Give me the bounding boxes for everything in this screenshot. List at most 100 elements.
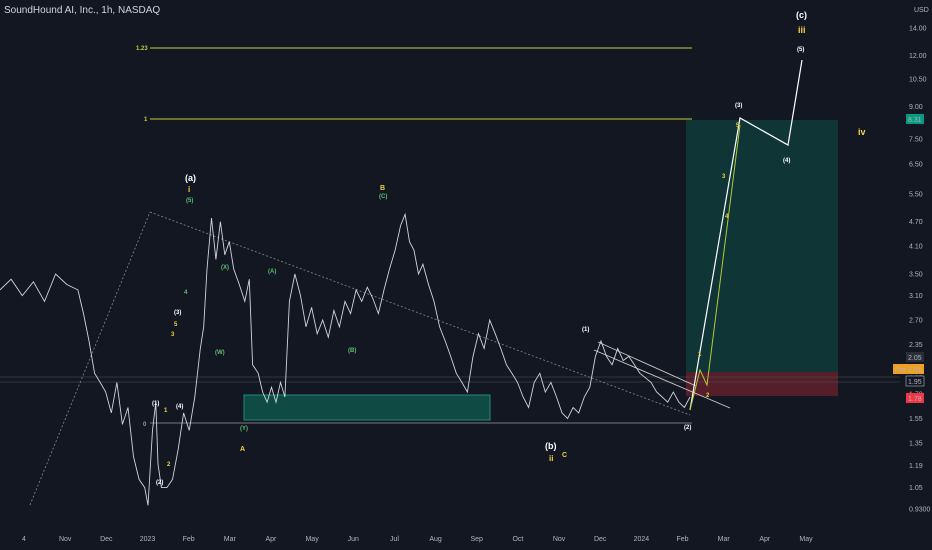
projection-yellow xyxy=(689,124,741,411)
wave-label: i xyxy=(188,185,190,194)
badge-pre xyxy=(906,364,924,374)
x-tick-label: 4 xyxy=(22,536,26,543)
badge-pre-tag xyxy=(893,364,906,374)
wave-label: 2 xyxy=(167,462,171,468)
y-tick-label: 3.50 xyxy=(909,272,923,279)
y-tick-label: 1.05 xyxy=(909,485,923,492)
wave-label: (2) xyxy=(684,425,691,431)
x-tick-label: Nov xyxy=(59,536,72,543)
wave-label: (5) xyxy=(186,198,193,204)
x-tick-label: Aug xyxy=(429,536,442,543)
x-tick-label: May xyxy=(799,536,813,543)
y-tick-label: 6.50 xyxy=(909,162,923,169)
wave-label: iii xyxy=(798,25,806,35)
x-tick-label: Apr xyxy=(759,536,771,543)
wave-label: (1) xyxy=(152,401,159,407)
y-tick-label: 4.70 xyxy=(909,219,923,226)
wave-label: (4) xyxy=(783,158,790,164)
target-zone-group xyxy=(686,120,838,396)
x-tick-label: Nov xyxy=(553,536,566,543)
wave-label: (W) xyxy=(215,350,225,356)
y-tick-label: 2.70 xyxy=(909,318,923,325)
currency-label: USD xyxy=(914,7,929,14)
wave-label: ii xyxy=(549,454,553,463)
badge-stop-text: 1.78 xyxy=(908,396,922,403)
dotted-trendline-b xyxy=(149,211,691,416)
y-tick-label: 1.19 xyxy=(909,463,923,470)
wave-label: (3) xyxy=(735,103,742,109)
wave-label: 3 xyxy=(722,174,726,180)
wave-label: (Y) xyxy=(240,426,248,432)
y-tick-label: 2.35 xyxy=(909,342,923,349)
wave-label: (a) xyxy=(185,173,196,183)
wave-label: (X) xyxy=(221,265,229,271)
wave-label: (A) xyxy=(268,269,276,275)
x-tick-label: Mar xyxy=(224,536,237,543)
time-axis[interactable]: 4 Nov Dec 2023 Feb Mar Apr May Jun Jul Aug Sep Oct No… xyxy=(22,536,813,543)
wave-label: iv xyxy=(858,127,866,137)
wave-label: 1 xyxy=(164,408,168,414)
y-tick-label: 12.00 xyxy=(909,53,927,60)
wave-label: (3) xyxy=(174,310,181,316)
badge-target-text: 8.31 xyxy=(908,117,922,124)
badge-pre-tag-text: Pre xyxy=(895,367,906,374)
y-tick-label: 9.00 xyxy=(909,104,923,111)
channel-upper xyxy=(597,341,697,387)
x-tick-label: 2024 xyxy=(634,536,650,543)
x-tick-label: Oct xyxy=(512,536,523,543)
x-tick-label: Dec xyxy=(100,536,113,543)
wave-labels: (a) i (5) (3) 5 3 (4) 4 1 (1) 2 (2) 0 (W… xyxy=(136,10,866,486)
x-tick-label: Feb xyxy=(676,536,688,543)
x-tick-label: Apr xyxy=(265,536,277,543)
y-tick-label: 3.10 xyxy=(909,293,923,300)
x-tick-label: 2023 xyxy=(140,536,156,543)
wave-label: 1 xyxy=(698,352,702,358)
target-zone xyxy=(686,120,838,372)
fib-label-1: 1 xyxy=(144,117,148,123)
y-tick-label: 7.50 xyxy=(909,136,923,143)
wave-label: 5 xyxy=(174,322,178,328)
wave-label: A xyxy=(240,446,245,453)
wave-label: (1) xyxy=(582,327,589,333)
stop-zone xyxy=(686,372,838,396)
badge-target xyxy=(906,114,924,124)
wave-label: B xyxy=(380,185,385,192)
channel-lower xyxy=(593,349,731,409)
price-line xyxy=(0,212,691,506)
x-tick-label: Sep xyxy=(470,536,483,543)
badge-current xyxy=(905,375,925,387)
x-tick-label: Mar xyxy=(718,536,731,543)
y-tick-label: 14.00 xyxy=(909,26,927,33)
x-tick-label: Dec xyxy=(594,536,607,543)
x-tick-label: Jul xyxy=(390,536,399,543)
wave-label: (5) xyxy=(797,47,804,53)
x-tick-label: Feb xyxy=(183,536,195,543)
y-tick-label: 4.10 xyxy=(909,244,923,251)
y-tick-label: 1.35 xyxy=(909,441,923,448)
support-box xyxy=(243,394,491,421)
wave-label: 0 xyxy=(143,422,147,428)
badge-stop xyxy=(906,393,924,403)
wave-label: 5 xyxy=(736,123,740,129)
x-tick-label: Jun xyxy=(348,536,359,543)
badge-current-text: 1.95 xyxy=(908,379,922,386)
wave-label: 4 xyxy=(725,214,729,220)
y-tick-label: 10.50 xyxy=(909,77,927,84)
wave-label: (b) xyxy=(545,441,557,451)
y-tick-label: 5.50 xyxy=(909,191,923,198)
wave-label: C xyxy=(562,452,567,459)
price-axis[interactable]: 14.00 12.00 10.50 9.00 7.50 6.50 5.50 4.70 4.10 3… xyxy=(909,26,931,514)
x-tick-label: May xyxy=(305,536,319,543)
fib-label-123: 1.23 xyxy=(136,46,148,52)
wave-label: (4) xyxy=(176,404,183,410)
dotted-trendline-a xyxy=(29,211,151,506)
wave-label: 4 xyxy=(184,290,188,296)
wave-label: (B) xyxy=(348,348,356,354)
wave-label: (2) xyxy=(156,480,163,486)
price-badges: 8.31 2.05 Pre 2.01 1.95 1.78 xyxy=(893,114,925,403)
wave-label: 3 xyxy=(171,332,175,338)
y-tick-label: 1.55 xyxy=(909,416,923,423)
y-tick-label: 0.9300 xyxy=(909,507,931,514)
wave-label: 2 xyxy=(706,393,710,399)
